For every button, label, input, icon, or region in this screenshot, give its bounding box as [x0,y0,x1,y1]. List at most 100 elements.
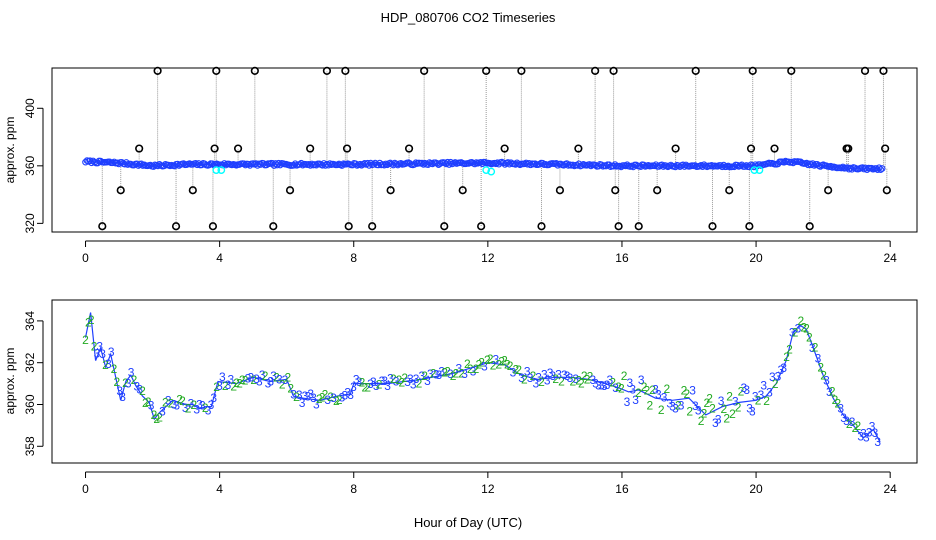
pump-2-marker: 2 [820,368,827,382]
pump-3-marker: 3 [775,369,782,383]
pump-3-marker: 3 [778,363,785,377]
baseline-point [809,160,817,167]
pump-3-marker: 3 [481,360,488,374]
pump-3-marker: 3 [746,401,753,415]
pump-3-marker: 3 [276,373,283,387]
baseline-point [874,166,881,174]
pump-2-marker: 2 [139,384,146,398]
pump-3-marker: 3 [624,395,631,409]
calibration-point [805,222,814,231]
calibration-point [879,66,888,75]
pump-3-marker: 3 [219,370,226,384]
pump-2-marker: 2 [832,393,839,407]
pump-2-marker: 2 [817,360,824,374]
co2-line [84,312,881,443]
pump-2-marker: 2 [615,380,622,394]
pump-2-marker: 2 [239,373,246,387]
top-y-tick-label: 400 [23,98,37,118]
pump-3-marker: 3 [470,364,477,378]
bottom-y-tick-label: 360 [23,394,37,414]
pump-3-marker: 3 [267,374,274,388]
bottom-marks: 2222333233223323323322232223232332232323… [82,312,881,449]
pump-3-marker: 3 [809,341,816,355]
pump-3-marker: 3 [555,368,562,382]
pump-2-marker: 2 [236,376,243,390]
pump-3-marker: 3 [347,388,354,402]
pump-2-marker: 2 [444,364,451,378]
pump-3-marker: 3 [666,396,673,410]
reference-point [750,166,759,175]
baseline-point [640,161,648,169]
top-x-tick-label: 0 [82,251,89,265]
pump-3-marker: 3 [561,368,568,382]
calibration-point [368,222,377,231]
calibration-point [212,66,221,75]
pump-3-marker: 3 [604,378,611,392]
pump-2-marker: 2 [644,384,651,398]
baseline-point [338,162,346,169]
calibration-point [341,66,350,75]
pump-2-marker: 2 [575,374,582,388]
pump-2-marker: 2 [800,320,807,334]
pump-2-marker: 2 [162,395,169,409]
pump-2-marker: 2 [176,392,183,406]
calibration-point [860,66,870,75]
calibration-point [404,144,414,153]
x-axis-label: Hour of Day (UTC) [414,515,522,530]
pump-3-marker: 3 [410,377,417,391]
pump-2-marker: 2 [401,371,408,385]
top-x-tick-label: 20 [749,251,763,265]
calibration-point [824,186,833,195]
reference-point [755,166,764,175]
pump-3-marker: 3 [860,426,867,440]
pump-3-marker: 3 [592,377,599,391]
pump-2-marker: 2 [641,380,648,394]
pump-2-marker: 2 [273,370,280,384]
pump-2-marker: 2 [635,386,642,400]
calibration-point [708,222,717,231]
bottom-x-tick-label: 12 [481,482,495,496]
pump-2-marker: 2 [515,363,522,377]
pump-3-marker: 3 [869,420,876,434]
pump-2-marker: 2 [478,355,485,369]
pump-3-marker: 3 [205,403,212,417]
pump-2-marker: 2 [114,375,121,389]
baseline-point [504,159,512,166]
pump-2-marker: 2 [530,369,537,383]
pump-2-marker: 2 [376,377,383,391]
pump-3-marker: 3 [695,404,702,418]
pump-3-marker: 3 [632,393,639,407]
pump-3-marker: 3 [210,391,217,405]
pump-2-marker: 2 [723,412,730,426]
pump-3-marker: 3 [96,339,103,353]
pump-3-marker: 3 [148,399,155,413]
pump-2-marker: 2 [703,396,710,410]
baseline-point [263,161,270,169]
pump-3-marker: 3 [626,376,633,390]
pump-2-marker: 2 [111,362,118,376]
pump-2-marker: 2 [287,382,294,396]
pump-2-marker: 2 [190,398,197,412]
pump-3-marker: 3 [564,369,571,383]
pump-3-marker: 3 [689,384,696,398]
calibration-point [344,222,353,231]
baseline-point [878,165,886,172]
pump-3-marker: 3 [165,394,172,408]
pump-2-marker: 2 [726,390,733,404]
calibration-point [882,186,891,195]
pump-3-marker: 3 [550,369,557,383]
reference-point [487,167,496,176]
bottom-y-tick-label: 358 [23,436,37,456]
pump-2-marker: 2 [396,373,403,387]
pump-2-marker: 2 [829,385,836,399]
pump-2-marker: 2 [854,419,861,433]
pump-3-marker: 3 [669,400,676,414]
baseline-point [297,159,305,167]
pump-3-marker: 3 [544,374,551,388]
pump-3-marker: 3 [692,399,699,413]
calibration-point [691,66,700,75]
pump-2-marker: 2 [513,363,520,377]
calibration-point [210,144,219,153]
